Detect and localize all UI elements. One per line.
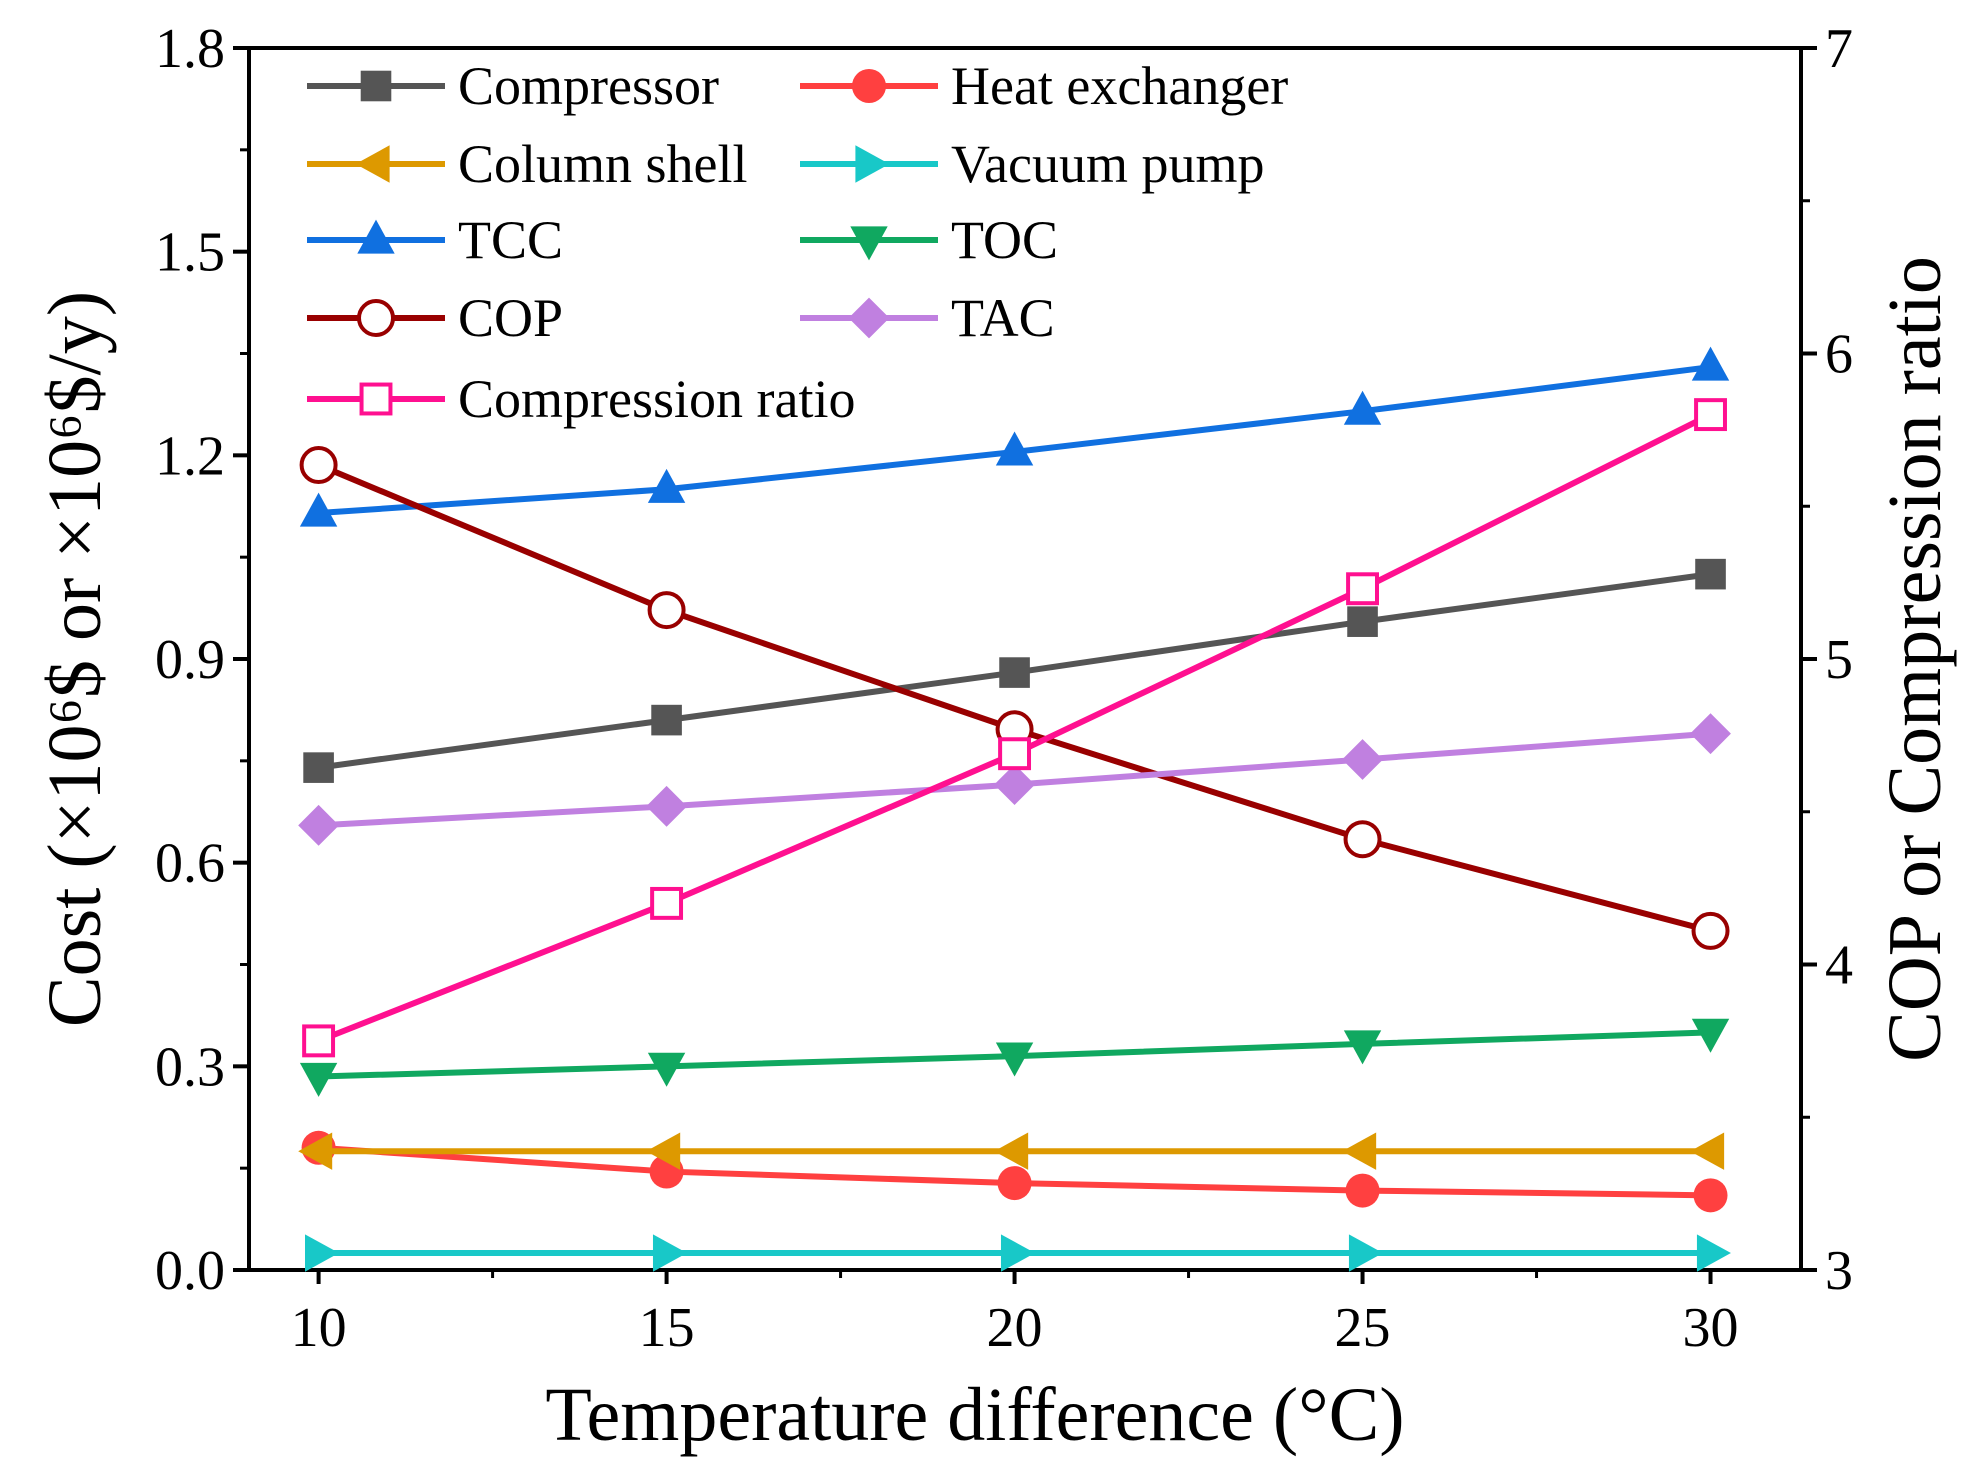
series-column-shell bbox=[298, 1132, 1725, 1170]
legend-item: Column shell bbox=[307, 134, 748, 194]
y-right-tick-label: 6 bbox=[1825, 324, 1853, 386]
x-tick-label: 20 bbox=[987, 1297, 1043, 1359]
legend-label: Compression ratio bbox=[458, 369, 855, 429]
y-tick-label: 0.9 bbox=[155, 629, 225, 691]
legend-item: TOC bbox=[800, 210, 1058, 270]
triangle-left-marker bbox=[355, 145, 390, 183]
square-marker bbox=[1695, 558, 1726, 590]
diamond-marker bbox=[1342, 739, 1383, 780]
x-axis-label: Temperature difference (°C) bbox=[545, 1373, 1404, 1457]
y-tick-label: 1.2 bbox=[155, 425, 225, 487]
legend-item: Vacuum pump bbox=[800, 134, 1264, 194]
series-compressor bbox=[303, 558, 1726, 783]
triangle-right-marker bbox=[304, 1234, 339, 1272]
triangle-down-marker bbox=[850, 226, 888, 261]
y-tick-label: 1.5 bbox=[155, 222, 225, 284]
triangle-up-marker bbox=[299, 492, 338, 527]
triangle-right-marker bbox=[1696, 1234, 1731, 1272]
y-right-tick-label: 7 bbox=[1825, 18, 1853, 80]
triangle-down-marker bbox=[647, 1052, 686, 1087]
triangle-down-marker bbox=[995, 1042, 1034, 1077]
legend-label: Compressor bbox=[458, 56, 719, 116]
legend-label: TOC bbox=[951, 210, 1058, 270]
triangle-left-marker bbox=[646, 1132, 681, 1170]
square-marker bbox=[303, 752, 334, 783]
open-square-marker bbox=[359, 382, 393, 416]
legend-label: TCC bbox=[458, 210, 563, 270]
x-tick-label: 25 bbox=[1335, 1297, 1391, 1359]
triangle-left-marker bbox=[1690, 1132, 1725, 1170]
open-square-marker bbox=[650, 886, 684, 920]
square-marker bbox=[651, 704, 682, 736]
diamond-marker bbox=[646, 785, 687, 827]
legend-label: Vacuum pump bbox=[951, 134, 1264, 194]
circle-marker bbox=[1345, 1173, 1380, 1208]
open-circle-marker bbox=[1343, 820, 1382, 859]
legend-label: Column shell bbox=[458, 134, 748, 194]
x-tick-label: 10 bbox=[291, 1297, 347, 1359]
open-circle-marker bbox=[357, 299, 395, 337]
y-axis-right-label: COP or Compression ratio bbox=[1873, 256, 1957, 1062]
series-compression-ratio bbox=[302, 398, 1727, 1058]
triangle-right-marker bbox=[652, 1234, 687, 1272]
series-tcc bbox=[299, 346, 1730, 527]
circle-marker bbox=[1693, 1178, 1728, 1213]
y-right-tick-label: 5 bbox=[1825, 629, 1853, 691]
open-circle-marker bbox=[299, 446, 338, 485]
circle-marker bbox=[997, 1166, 1032, 1201]
legend-label: Heat exchanger bbox=[951, 56, 1288, 116]
series-cop bbox=[299, 446, 1730, 950]
series-line bbox=[317, 462, 1712, 934]
square-marker bbox=[1347, 606, 1378, 637]
legend-label: COP bbox=[458, 288, 563, 348]
open-circle-marker bbox=[1691, 911, 1730, 950]
legend-item: Heat exchanger bbox=[800, 56, 1288, 116]
triangle-right-marker bbox=[1348, 1234, 1383, 1272]
triangle-up-marker bbox=[1691, 346, 1730, 381]
triangle-up-marker bbox=[995, 431, 1034, 466]
legend-item: TCC bbox=[307, 210, 563, 270]
triangle-left-marker bbox=[1342, 1132, 1377, 1170]
triangle-down-marker bbox=[299, 1062, 338, 1097]
square-marker bbox=[999, 657, 1030, 688]
triangle-up-marker bbox=[647, 468, 686, 503]
triangle-right-marker bbox=[855, 145, 890, 183]
triangle-up-marker bbox=[1343, 390, 1382, 425]
y-tick-label: 0.0 bbox=[155, 1240, 225, 1302]
series-vacuum-pump bbox=[304, 1234, 1731, 1272]
diamond-marker bbox=[994, 764, 1035, 805]
triangle-down-marker bbox=[1343, 1030, 1382, 1065]
y-right-tick-label: 4 bbox=[1825, 935, 1853, 997]
legend-item: COP bbox=[307, 288, 563, 348]
y-axis-label: Cost (×10⁶$ or ×10⁶$/y) bbox=[33, 291, 117, 1027]
y-tick-label: 0.6 bbox=[155, 833, 225, 895]
legend-label: TAC bbox=[951, 288, 1055, 348]
open-square-marker bbox=[302, 1024, 336, 1058]
triangle-left-marker bbox=[994, 1132, 1029, 1170]
triangle-down-marker bbox=[1691, 1018, 1730, 1053]
circle-marker bbox=[852, 69, 886, 103]
x-tick-label: 30 bbox=[1683, 1297, 1739, 1359]
diamond-marker bbox=[1690, 713, 1731, 755]
y-right-tick-label: 3 bbox=[1825, 1240, 1853, 1302]
series-tac bbox=[298, 713, 1731, 846]
legend-item: Compressor bbox=[307, 56, 719, 116]
diamond-marker bbox=[848, 297, 890, 339]
triangle-up-marker bbox=[357, 219, 395, 254]
legend-item: Compression ratio bbox=[307, 369, 855, 429]
series-toc bbox=[299, 1018, 1730, 1097]
open-square-marker bbox=[1346, 572, 1379, 606]
open-square-marker bbox=[1694, 398, 1727, 432]
open-circle-marker bbox=[647, 591, 686, 630]
square-marker bbox=[360, 70, 392, 102]
diamond-marker bbox=[298, 804, 339, 846]
y-tick-label: 0.3 bbox=[155, 1036, 225, 1098]
legend-item: TAC bbox=[800, 288, 1055, 348]
open-square-marker bbox=[998, 737, 1032, 771]
triangle-right-marker bbox=[1000, 1234, 1035, 1272]
triangle-left-marker bbox=[298, 1132, 333, 1170]
x-tick-label: 15 bbox=[639, 1297, 695, 1359]
y-tick-label: 1.8 bbox=[155, 18, 225, 80]
